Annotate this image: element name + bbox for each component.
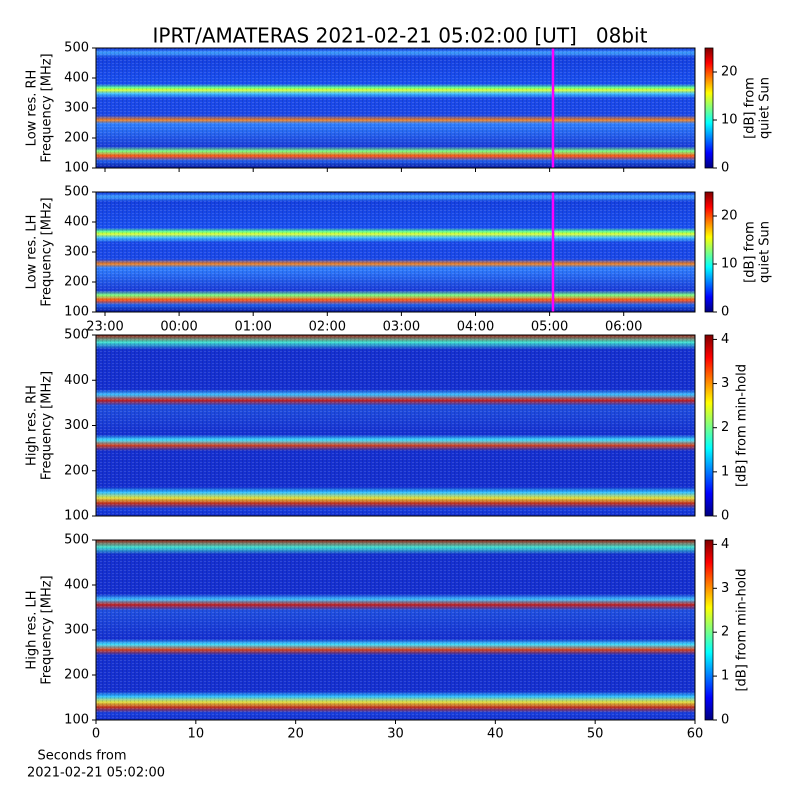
y-tick-label: 200	[64, 131, 89, 146]
colorbar	[704, 191, 714, 313]
y-tick-label: 500	[64, 533, 89, 548]
chart-title: IPRT/AMATERAS 2021-02-21 05:02:00 [UT] 0…	[153, 24, 648, 48]
colorbar-label: quiet Sun	[758, 77, 773, 139]
y-axis-label: Low res. RH	[25, 70, 40, 147]
colorbar-tick-label: 4	[721, 537, 729, 552]
x-tick-label: 10	[188, 727, 205, 742]
x-tick-label: 20	[287, 727, 304, 742]
colorbar-tick-label: 3	[721, 581, 729, 596]
y-tick-label: 200	[64, 668, 89, 683]
y-axis-label: Low res. LH	[25, 215, 40, 290]
y-axis-label: Frequency [MHz]	[40, 53, 55, 162]
heatmap-texture	[96, 192, 695, 312]
colorbar-tick-label: 1	[721, 669, 729, 684]
colorbar-tick-label: 10	[721, 113, 738, 128]
y-tick-label: 400	[64, 215, 89, 230]
y-tick-label: 100	[64, 713, 89, 728]
y-tick-label: 500	[64, 41, 89, 56]
x-axis-label: 2021-02-21 05:02:00	[27, 766, 165, 781]
y-tick-label: 400	[64, 71, 89, 86]
x-tick-label: 23:00	[86, 320, 123, 335]
y-tick-label: 500	[64, 328, 89, 343]
colorbar-label: [dB] from	[743, 77, 758, 139]
y-axis-label: High res. RH	[25, 385, 40, 466]
colorbar-tick-label: 4	[721, 332, 729, 347]
heatmap-texture	[96, 48, 695, 168]
x-tick-label: 06:00	[605, 320, 642, 335]
y-axis-label: High res. LH	[25, 590, 40, 669]
colorbar-label: [dB] from min-hold	[735, 568, 750, 691]
colorbar-tick-label: 2	[721, 625, 729, 640]
y-tick-label: 300	[64, 418, 89, 433]
y-tick-label: 200	[64, 275, 89, 290]
colorbar	[704, 539, 714, 721]
x-tick-label: 50	[587, 727, 604, 742]
x-tick-label: 00:00	[160, 320, 197, 335]
y-tick-label: 400	[64, 373, 89, 388]
colorbar-label: [dB] from	[743, 221, 758, 283]
y-tick-label: 200	[64, 463, 89, 478]
x-tick-label: 0	[92, 727, 100, 742]
y-tick-label: 400	[64, 578, 89, 593]
x-tick-label: 04:00	[457, 320, 494, 335]
y-tick-label: 100	[64, 509, 89, 524]
colorbar-tick-label: 20	[721, 209, 738, 224]
y-axis-label: Frequency [MHz]	[40, 197, 55, 306]
x-tick-label: 03:00	[383, 320, 420, 335]
colorbar-tick-label: 0	[721, 161, 729, 176]
y-tick-label: 300	[64, 623, 89, 638]
colorbar-tick-label: 0	[721, 509, 729, 524]
x-axis-label: Seconds from	[37, 749, 126, 764]
x-tick-label: 02:00	[309, 320, 346, 335]
heatmap-texture	[96, 335, 695, 516]
y-tick-label: 100	[64, 161, 89, 176]
colorbar-tick-label: 3	[721, 376, 729, 391]
colorbar	[704, 47, 714, 169]
x-tick-label: 01:00	[234, 320, 271, 335]
colorbar-tick-label: 10	[721, 257, 738, 272]
x-tick-label: 05:00	[531, 320, 568, 335]
y-tick-label: 500	[64, 185, 89, 200]
colorbar-tick-label: 20	[721, 65, 738, 80]
colorbar-label: [dB] from min-hold	[735, 364, 750, 487]
colorbar	[704, 334, 714, 517]
colorbar-tick-label: 0	[721, 305, 729, 320]
x-tick-label: 30	[387, 727, 404, 742]
y-axis-label: Frequency [MHz]	[40, 575, 55, 684]
colorbar-tick-label: 0	[721, 713, 729, 728]
y-tick-label: 300	[64, 101, 89, 116]
colorbar-tick-label: 1	[721, 464, 729, 479]
x-tick-label: 40	[487, 727, 504, 742]
x-tick-label: 60	[687, 727, 704, 742]
colorbar-label: quiet Sun	[758, 221, 773, 283]
y-axis-label: Frequency [MHz]	[40, 371, 55, 480]
y-tick-label: 300	[64, 245, 89, 260]
y-tick-label: 100	[64, 305, 89, 320]
heatmap-texture	[96, 540, 695, 720]
colorbar-tick-label: 2	[721, 420, 729, 435]
